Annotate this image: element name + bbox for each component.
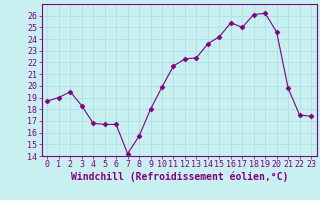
X-axis label: Windchill (Refroidissement éolien,°C): Windchill (Refroidissement éolien,°C)	[70, 172, 288, 182]
